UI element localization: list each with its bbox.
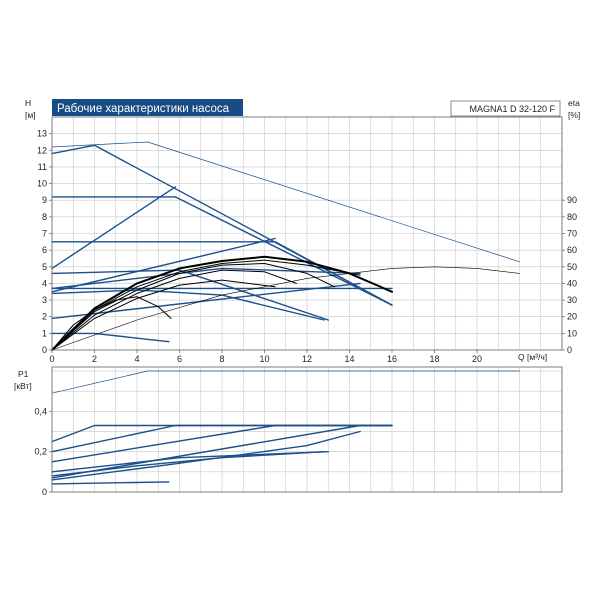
power-y-tick-label: 0,2 [34,447,47,457]
y-tick-label: 7 [42,229,47,239]
y2-tick-label: 0 [567,345,572,355]
y-tick-label: 1 [42,328,47,338]
plot-frame-power [51,366,563,493]
head-curve-5 [51,269,329,321]
head-curve-10 [51,282,361,320]
y2-tick-label: 70 [567,229,577,239]
y2-tick-label: 50 [567,262,577,272]
grid-layer [51,116,563,493]
y-tick-label: 9 [42,195,47,205]
y-tick-label: 10 [37,179,47,189]
y2-tick-label: 30 [567,295,577,305]
y2-tick-label: 40 [567,278,577,288]
y2-axis-label-eta: eta [568,98,580,108]
y2-tick-label: 90 [567,195,577,205]
head-curve-6 [51,289,325,321]
x-tick-label: 16 [387,354,397,364]
x-tick-label: 2 [92,354,97,364]
power-curve-3 [51,424,393,463]
head-curve-0 [51,141,520,263]
head-curve-9 [51,237,276,293]
x-tick-label: 0 [49,354,54,364]
y2-axis-unit-eta: [%] [568,110,580,120]
y-tick-label: 8 [42,212,47,222]
power-y-tick-label: 0 [42,487,47,497]
head-curve-12 [51,255,393,351]
head-curve-15 [51,269,297,351]
power-curve-7 [51,481,170,485]
x-tick-label: 14 [344,354,354,364]
x-tick-label: 12 [302,354,312,364]
y-axis-unit-power: [кВт] [14,381,32,391]
x-tick-label: 4 [134,354,139,364]
head-curve-8 [51,186,177,270]
y-axis-label-head: H [25,98,31,108]
y-axis-unit-head: [м] [25,110,36,120]
x-axis-label: Q [м³/ч] [518,352,547,362]
y2-tick-label: 80 [567,212,577,222]
power-curve-8 [51,430,361,481]
y2-tick-label: 20 [567,312,577,322]
title-background [52,99,243,116]
chart-title: Рабочие характеристики насоса [57,103,230,115]
y-tick-label: 13 [37,129,47,139]
x-tick-label: 10 [259,354,269,364]
model-label: MAGNA1 D 32-120 F [469,104,555,114]
y-tick-label: 2 [42,312,47,322]
tick-label-layer: 0 2 4 6 8 10 12 14 16 18 2001234567891011121301020… [34,129,577,497]
x-tick-label: 8 [219,354,224,364]
y2-tick-label: 10 [567,328,577,338]
y-tick-label: 5 [42,262,47,272]
head-curve-11 [51,267,361,290]
head-curve-13 [51,259,361,351]
head-curve-17 [51,296,172,351]
y-tick-label: 0 [42,345,47,355]
series-layer [51,141,520,485]
head-curve-18 [51,266,520,351]
x-tick-label: 6 [177,354,182,364]
y-tick-label: 6 [42,245,47,255]
head-curve-14 [51,263,336,351]
y-tick-label: 4 [42,278,47,288]
y-tick-label: 11 [38,162,47,172]
y-tick-label: 3 [42,295,47,305]
head-curve-16 [51,279,276,351]
power-curve-0 [51,370,520,394]
head-curve-2 [51,196,393,306]
y2-tick-label: 60 [567,245,577,255]
power-y-tick-label: 0,4 [34,406,47,416]
model-label-box [450,100,561,117]
x-tick-label: 18 [429,354,439,364]
x-tick-label: 20 [472,354,482,364]
y-axis-label-power: P1 [18,369,29,379]
power-curve-6 [51,451,325,477]
y-tick-label: 12 [37,145,47,155]
